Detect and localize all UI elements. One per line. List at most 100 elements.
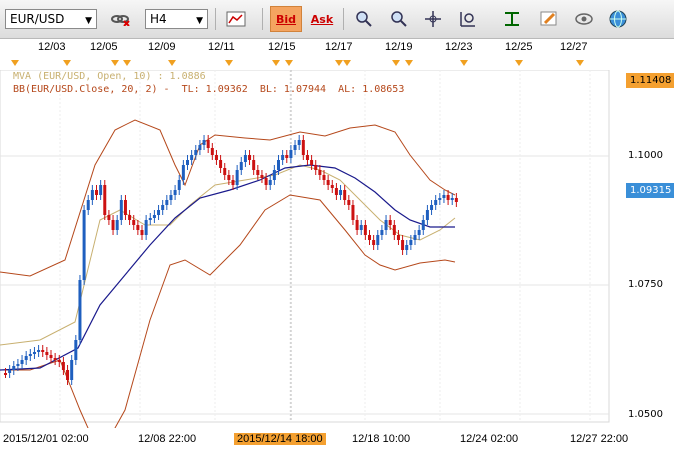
candle-body [297,140,301,145]
candle-body [78,280,82,340]
link-icon[interactable] [106,6,134,32]
candle-body [293,145,297,150]
candle-body [219,160,223,168]
candle-body [289,150,293,158]
candle-body [425,210,429,220]
date-label: 12/18 10:00 [352,433,411,445]
level-icon[interactable] [498,6,526,32]
candle-body [434,200,438,205]
candle-body [32,352,36,354]
candle-body [339,190,343,195]
candle-body [190,155,194,160]
candle-body [355,220,359,230]
price-chart[interactable] [0,70,620,428]
candle-body [186,160,189,165]
date-label: 2015/12/01 02:00 [3,433,89,445]
candle-body [450,198,454,200]
candle-body [41,350,45,352]
date-label: 12/17 [325,41,353,53]
candle-body [8,370,12,373]
candle-body [363,225,367,235]
event-marker-icon[interactable] [576,60,584,66]
candle-body [148,218,152,220]
candle-body [194,150,198,155]
date-label: 12/03 [38,41,66,53]
date-label: 12/23 [445,41,473,53]
candle-body [227,175,231,180]
symbol-select[interactable]: EUR/USD ▼ [5,9,97,29]
timeframe-select[interactable]: H4 ▼ [145,9,208,29]
candle-body [177,180,181,190]
event-marker-icon[interactable] [285,60,293,66]
globe-icon[interactable] [604,6,632,32]
event-marker-icon[interactable] [515,60,523,66]
bottom-date-axis [0,430,674,457]
bollinger-middle-line [0,164,455,371]
candle-body [115,220,119,230]
candle-body [4,373,7,375]
edit-icon[interactable] [535,6,563,32]
candle-body [446,195,450,200]
candle-body [206,140,210,148]
candle-body [359,225,363,230]
candle-body [326,180,330,185]
candle-body [49,355,53,358]
candle-body [252,160,256,170]
event-marker-icon[interactable] [460,60,468,66]
candle-body [442,195,446,198]
candle-body [37,350,41,352]
candle-body [322,175,326,180]
candle-body [82,210,86,280]
bollinger-upper-band [0,119,456,277]
ask-button[interactable]: Ask [306,6,338,32]
event-marker-icon[interactable] [405,60,413,66]
bid-button[interactable]: Bid [270,6,302,32]
event-marker-icon[interactable] [272,60,280,66]
candle-body [438,198,442,200]
eye-icon[interactable] [570,6,598,32]
candle-body [74,340,78,360]
bb-legend: BB(EUR/USD.Close, 20, 2) - TL: 1.09362 B… [13,84,405,95]
candle-body [95,190,98,195]
candle-body [66,370,70,380]
date-label: 12/08 22:00 [138,433,197,445]
price-label: 1.1000 [628,150,663,161]
candle-body [380,230,384,235]
candle-body [99,185,103,195]
candle-body [16,364,20,366]
toolbar: EUR/USD ▼ H4 ▼ Bid Ask [0,0,674,39]
crosshair-icon[interactable] [419,6,447,32]
event-marker-icon[interactable] [225,60,233,66]
chart-type-icon[interactable] [222,6,250,32]
event-marker-icon[interactable] [392,60,400,66]
candle-body [90,190,94,200]
event-marker-icon[interactable] [111,60,119,66]
timeframe-value: H4 [150,12,167,26]
event-marker-icon[interactable] [11,60,19,66]
event-marker-icon[interactable] [123,60,131,66]
candle-body [368,235,371,240]
event-marker-icon[interactable] [63,60,71,66]
indicator-icon[interactable] [454,6,482,32]
separator [262,8,263,30]
candle-body [61,362,65,370]
candle-body [310,160,314,165]
bollinger-lower-band [0,194,456,428]
candle-body [173,190,177,195]
candle-body [53,358,57,360]
date-label: 12/09 [148,41,176,53]
candle-body [111,220,115,230]
candle-body [214,155,218,160]
candle-body [388,220,392,225]
candle-body [384,220,388,230]
event-marker-icon[interactable] [335,60,343,66]
candle-body [20,360,24,364]
current-price-badge: 1.09315 [626,183,674,198]
event-marker-icon[interactable] [343,60,351,66]
zoom-in-icon[interactable] [350,6,378,32]
candle-body [152,215,156,218]
zoom-out-icon[interactable] [385,6,413,32]
candle-body [260,175,264,178]
date-label: 12/27 [560,41,588,53]
event-marker-icon[interactable] [168,60,176,66]
